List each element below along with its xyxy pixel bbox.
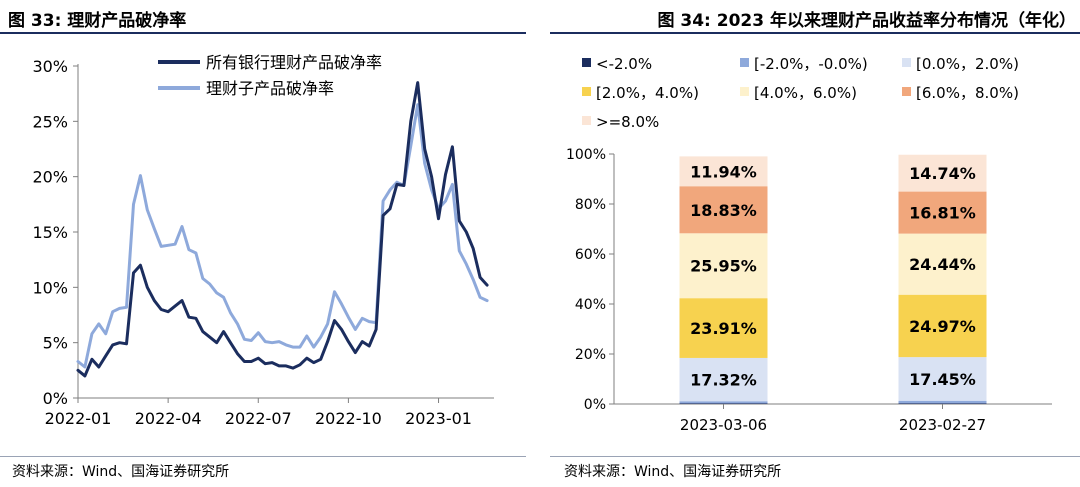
- legend-label: [4.0%，6.0%): [754, 84, 857, 102]
- bar-segment: [898, 294, 987, 358]
- data-label: 16.81%: [909, 204, 976, 223]
- y-tick-label: 40%: [575, 297, 606, 313]
- right-source-footer: 资料来源：Wind、国海证券研究所: [550, 456, 1080, 487]
- x-tick-label: 2023-03-06: [680, 416, 767, 434]
- data-label: 14.74%: [909, 164, 976, 183]
- bar-segment: [679, 403, 768, 404]
- bar-segment: [898, 154, 987, 192]
- legend-swatch: [902, 58, 911, 67]
- data-label: 17.45%: [909, 370, 976, 389]
- x-tick-label: 2022-01: [45, 409, 112, 428]
- bar-segment: [898, 403, 987, 404]
- x-tick-label: 2023-01: [405, 409, 472, 428]
- data-label: 25.95%: [690, 257, 757, 276]
- line-chart: 0% 5% 10% 15% 20% 25% 30% 2022-01 2022-04 2022-07…: [32, 53, 494, 428]
- y-tick-label: 60%: [575, 247, 606, 263]
- legend-swatch: [740, 87, 749, 96]
- bar-segment: [679, 401, 768, 404]
- stacked-bar-chart: <-2.0% [-2.0%，-0.0%) [0.0%，2.0%) [2.0%，4.0%…: [566, 55, 1052, 434]
- bar-segment: [898, 400, 987, 404]
- x-tick-label: 2022-04: [135, 409, 202, 428]
- y-tick-label: 100%: [566, 147, 606, 163]
- left-chart-title: 图 33: 理财产品破净率: [8, 11, 187, 31]
- x-tick-label: 2022-07: [225, 409, 292, 428]
- y-tick-label: 0%: [43, 389, 68, 408]
- data-label: 17.32%: [690, 371, 757, 390]
- legend-label: 理财子产品破净率: [206, 79, 334, 98]
- left-chart-header: 图 33: 理财产品破净率: [0, 0, 526, 34]
- right-chart-header: 图 34: 2023 年以来理财产品收益率分布情况（年化）: [550, 0, 1080, 34]
- legend-label: 所有银行理财产品破净率: [206, 53, 382, 72]
- bar-segment: [898, 233, 987, 295]
- y-tick-label: 20%: [32, 168, 68, 187]
- legend-swatch: [902, 87, 911, 96]
- bar-segment: [679, 233, 768, 299]
- y-tick-label: 0%: [584, 397, 606, 413]
- bar-segment: [679, 357, 768, 402]
- bar-segment: [679, 156, 768, 187]
- left-source-footer: 资料来源：Wind、国海证券研究所: [0, 456, 526, 487]
- x-tick-label: 2022-10: [315, 409, 382, 428]
- y-tick-label: 20%: [575, 347, 606, 363]
- data-label: 18.83%: [690, 201, 757, 220]
- legend-swatch: [582, 87, 591, 96]
- left-source-note: 资料来源：Wind、国海证券研究所: [12, 464, 230, 480]
- right-chart-title: 图 34: 2023 年以来理财产品收益率分布情况（年化）: [657, 11, 1076, 31]
- x-tick-label: 2023-02-27: [899, 416, 986, 434]
- data-label: 11.94%: [690, 162, 757, 181]
- series-line-all-bank-products: [76, 81, 489, 378]
- legend-swatch: [740, 58, 749, 67]
- bar-segment: [679, 186, 768, 234]
- bar-segment: [898, 357, 987, 401]
- series-line-wealth-subsidiary-products: [76, 103, 489, 369]
- legend-label: >=8.0%: [596, 113, 659, 131]
- y-tick-label: 80%: [575, 197, 606, 213]
- right-source-note: 资料来源：Wind、国海证券研究所: [564, 464, 782, 480]
- data-label: 23.91%: [690, 319, 757, 338]
- bar-segment: [898, 191, 987, 234]
- legend-label: [6.0%，8.0%): [916, 84, 1019, 102]
- y-tick-label: 10%: [32, 278, 68, 297]
- data-label: 24.97%: [909, 317, 976, 336]
- legend-label: <-2.0%: [596, 55, 652, 73]
- bar-segment: [679, 298, 768, 358]
- legend-label: [2.0%，4.0%): [596, 84, 699, 102]
- y-tick-label: 30%: [32, 57, 68, 76]
- data-label: 24.44%: [909, 255, 976, 274]
- y-tick-label: 15%: [32, 223, 68, 242]
- legend-label: [0.0%，2.0%): [916, 55, 1019, 73]
- legend-swatch: [582, 116, 591, 125]
- y-tick-label: 25%: [32, 112, 68, 131]
- legend-swatch: [582, 58, 591, 67]
- y-tick-label: 5%: [43, 334, 68, 353]
- legend-label: [-2.0%，-0.0%): [754, 55, 868, 73]
